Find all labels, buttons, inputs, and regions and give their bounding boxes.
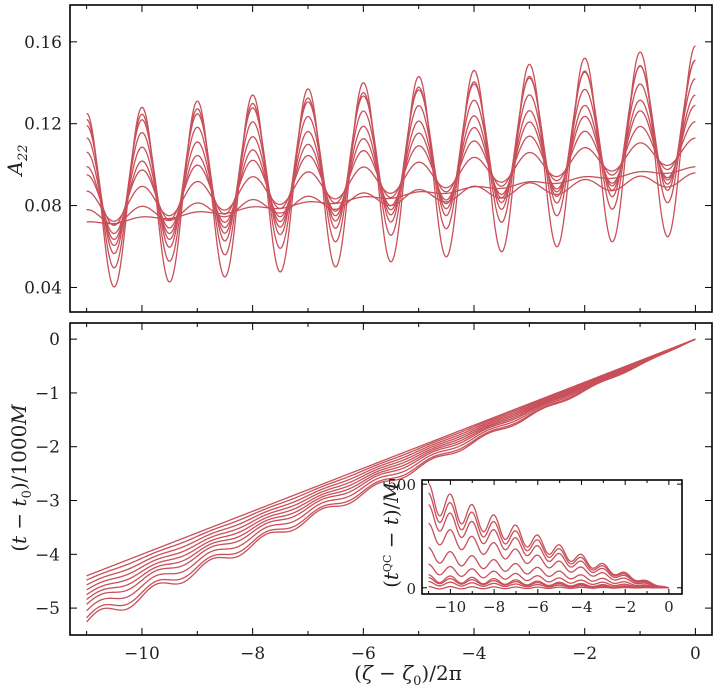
- amplitude-curve-4: [86, 121, 696, 226]
- inset-xtick-label: 0: [664, 598, 674, 616]
- inset-curve-9: [428, 492, 670, 589]
- time-curve-10: [86, 338, 696, 623]
- inset-curve-4: [428, 574, 669, 589]
- bottom-xtick-label: −6: [351, 644, 376, 664]
- bottom-panel-ticks: −10 −8 −6 −4 −2 0 0 −1 −2 −3 −4 −5: [35, 323, 712, 664]
- amplitude-curve-1: [86, 166, 696, 225]
- inset-xtick-label: −10: [435, 598, 467, 616]
- amplitude-panel: 0.04 0.08 0.12 0.16 A22: [3, 4, 713, 313]
- time-curve-7: [86, 338, 696, 605]
- inset-ytick-label: 0: [406, 580, 416, 598]
- inset-curve-5: [428, 563, 669, 589]
- top-ytick-label: 0.04: [24, 278, 62, 298]
- inset-xtick-label: −4: [570, 598, 592, 616]
- amplitude-curve-6: [86, 94, 696, 241]
- bottom-xtick-label: 0: [690, 644, 701, 664]
- time-curve-2: [86, 338, 696, 581]
- inset-ylabel: (tQC − t)/M: [379, 482, 403, 588]
- inset-ytick-label: 500: [387, 476, 416, 494]
- bottom-ytick-label: −2: [35, 438, 60, 458]
- bottom-ytick-label: 0: [49, 330, 60, 350]
- bottom-xtick-label: −2: [572, 644, 597, 664]
- bottom-ytick-label: −4: [35, 545, 60, 565]
- top-panel-curves: [86, 45, 696, 288]
- bottom-panel-frame: [69, 322, 713, 636]
- bottom-ylabel: (t − t0)/1000M: [7, 404, 35, 552]
- bottom-xlabel: (ζ − ζ0)/2π: [354, 661, 462, 689]
- inset-curve-10: [428, 482, 670, 589]
- inset-panel: −10 −8 −6 −4 −2 0 0 500 (tQC − t)/M: [379, 476, 683, 616]
- inset-curve-6: [428, 546, 669, 589]
- bottom-ytick-label: −5: [35, 599, 60, 619]
- inset-curves: [428, 482, 670, 590]
- top-panel-frame: [69, 4, 713, 313]
- bottom-ytick-label: −1: [35, 384, 60, 404]
- amplitude-curve-5: [86, 104, 696, 235]
- top-ytick-label: 0.12: [24, 115, 62, 135]
- inset-frame: [421, 479, 683, 595]
- amplitude-curve-10: [86, 45, 696, 288]
- bottom-xtick-label: −10: [124, 644, 160, 664]
- inset-xtick-label: −6: [527, 598, 549, 616]
- amplitude-curve-8: [86, 59, 696, 255]
- inset-curve-7: [428, 522, 669, 589]
- inset-xtick-label: −2: [614, 598, 636, 616]
- inset-xtick-label: −8: [483, 598, 505, 616]
- inset-ticks: −10 −8 −6 −4 −2 0 0 500: [387, 476, 682, 616]
- top-ytick-label: 0.08: [24, 197, 62, 217]
- time-curve-4: [86, 338, 696, 591]
- amplitude-curve-3: [86, 137, 696, 222]
- amplitude-curve-9: [86, 59, 696, 269]
- bottom-ytick-label: −3: [35, 492, 60, 512]
- top-ytick-label: 0.16: [24, 33, 62, 53]
- bottom-xtick-label: −8: [240, 644, 265, 664]
- amplitude-curve-7: [86, 78, 696, 247]
- time-curve-8: [86, 338, 696, 612]
- bottom-xtick-label: −4: [461, 644, 486, 664]
- time-panel: −10 −8 −6 −4 −2 0 0 −1 −2 −3 −4 −5 (t − t0)/1000M (…: [7, 322, 713, 689]
- bottom-panel-curves: [86, 338, 696, 623]
- inset-curve-8: [428, 504, 669, 589]
- time-curve-3: [86, 338, 696, 586]
- top-ylabel: A22: [3, 145, 31, 178]
- top-panel-ticks: 0.04 0.08 0.12 0.16: [24, 5, 712, 312]
